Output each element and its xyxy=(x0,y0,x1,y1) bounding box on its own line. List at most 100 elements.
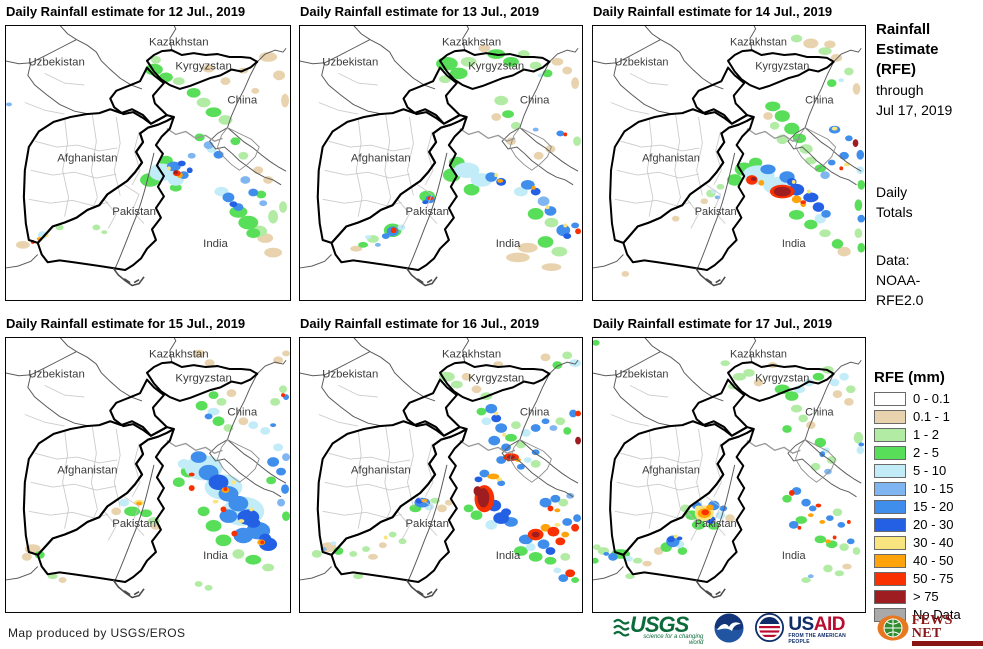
svg-text:Kyrgyzstan: Kyrgyzstan xyxy=(175,373,231,385)
legend-item: 0.1 - 1 xyxy=(874,409,982,424)
svg-text:Uzbekistan: Uzbekistan xyxy=(322,57,378,69)
legend-swatch xyxy=(874,499,906,514)
svg-text:China: China xyxy=(520,95,550,107)
fewsnet-globe-icon xyxy=(877,615,909,646)
legend-item: 5 - 10 xyxy=(874,463,982,478)
legend-item: 20 - 30 xyxy=(874,517,982,532)
rainfall-map: Kazakhstan Uzbekistan Kyrgyzstan China Afgha… xyxy=(299,337,583,613)
sidebar-data-source: Data: NOAA- RFE2.0 xyxy=(876,250,982,310)
legend-items: 0 - 0.1 0.1 - 1 1 - 2 2 - 5 5 - 10 10 - 15 15 … xyxy=(874,391,982,622)
svg-text:India: India xyxy=(782,238,807,250)
legend-item: 0 - 0.1 xyxy=(874,391,982,406)
svg-text:Uzbekistan: Uzbekistan xyxy=(614,57,668,69)
usaid-seal-icon xyxy=(755,612,785,647)
fewsnet-wordmark: FEWS NET xyxy=(911,613,953,641)
svg-text:Pakistan: Pakistan xyxy=(695,518,737,530)
panel-title: Daily Rainfall estimate for 16 Jul., 201… xyxy=(300,316,540,331)
svg-text:Pakistan: Pakistan xyxy=(695,206,737,218)
svg-text:Kyrgyzstan: Kyrgyzstan xyxy=(175,61,231,73)
sidebar-daily-totals: Daily Totals xyxy=(876,182,982,222)
legend-label: 30 - 40 xyxy=(913,535,954,550)
noaa-logo xyxy=(714,613,744,648)
rainfall-map: Kazakhstan Uzbekistan Kyrgyzstan China Afgha… xyxy=(5,25,291,301)
svg-text:China: China xyxy=(227,95,258,107)
usgs-tagline: science for a changing world xyxy=(643,633,704,646)
rainfall-map: Kazakhstan Uzbekistan Kyrgyzstan China Afgha… xyxy=(592,25,866,301)
svg-text:Uzbekistan: Uzbekistan xyxy=(28,369,84,381)
svg-text:Pakistan: Pakistan xyxy=(112,206,156,218)
svg-text:Kazakhstan: Kazakhstan xyxy=(149,348,209,360)
svg-text:Kyrgyzstan: Kyrgyzstan xyxy=(468,373,524,385)
svg-text:China: China xyxy=(520,407,550,419)
usaid-tagline: FROM THE AMERICAN PEOPLE xyxy=(788,632,846,645)
map-credit: Map produced by USGS/EROS xyxy=(8,626,186,640)
legend-item: 15 - 20 xyxy=(874,499,982,514)
sidebar-data-line: RFE2.0 xyxy=(876,292,924,308)
svg-text:Pakistan: Pakistan xyxy=(112,518,156,530)
legend-label: 40 - 50 xyxy=(913,553,954,568)
legend-swatch xyxy=(874,445,906,460)
legend-label: > 75 xyxy=(913,589,939,604)
sidebar-title-line: Estimate xyxy=(876,41,939,58)
svg-text:China: China xyxy=(805,94,834,106)
legend-label: 2 - 5 xyxy=(913,445,940,460)
fewsnet-logo: FEWS NET xyxy=(877,614,983,646)
usgs-waves-icon xyxy=(612,615,630,646)
legend-swatch xyxy=(874,391,906,406)
svg-text:India: India xyxy=(203,238,228,250)
legend-label: No Data xyxy=(913,607,961,622)
svg-text:Uzbekistan: Uzbekistan xyxy=(322,369,378,381)
svg-text:China: China xyxy=(805,406,834,418)
usaid-logo: USAID FROM THE AMERICAN PEOPLE xyxy=(755,612,865,647)
svg-text:Kazakhstan: Kazakhstan xyxy=(730,36,787,48)
svg-text:Pakistan: Pakistan xyxy=(405,518,448,530)
sidebar-daily-line: Totals xyxy=(876,204,913,220)
legend-swatch xyxy=(874,571,906,586)
legend-swatch xyxy=(874,553,906,568)
svg-text:India: India xyxy=(203,550,228,562)
panel-title: Daily Rainfall estimate for 14 Jul., 201… xyxy=(593,4,833,19)
svg-text:Kazakhstan: Kazakhstan xyxy=(149,36,209,48)
legend-item: 2 - 5 xyxy=(874,445,982,460)
svg-text:Afghanistan: Afghanistan xyxy=(57,465,117,477)
legend-label: 15 - 20 xyxy=(913,499,954,514)
legend-label: 5 - 10 xyxy=(913,463,947,478)
legend-label: 50 - 75 xyxy=(913,571,954,586)
fewsnet-tagline-bar xyxy=(911,641,983,646)
rainfall-map: Kazakhstan Uzbekistan Kyrgyzstan China Afgha… xyxy=(592,337,866,613)
svg-text:Kyrgyzstan: Kyrgyzstan xyxy=(755,372,809,384)
panel-title: Daily Rainfall estimate for 17 Jul., 201… xyxy=(593,316,833,331)
logo-strip: USGS science for a changing world xyxy=(612,612,983,648)
sidebar-data-line: Data: xyxy=(876,252,910,268)
legend-swatch xyxy=(874,535,906,550)
svg-text:Uzbekistan: Uzbekistan xyxy=(614,369,668,381)
sidebar-daily-line: Daily xyxy=(876,184,908,200)
rainfall-map: Kazakhstan Uzbekistan Kyrgyzstan China Afgha… xyxy=(5,337,291,613)
legend-item: 10 - 15 xyxy=(874,481,982,496)
svg-text:Afghanistan: Afghanistan xyxy=(57,153,117,165)
legend-swatch xyxy=(874,517,906,532)
svg-text:Afghanistan: Afghanistan xyxy=(642,152,700,164)
svg-text:Kazakhstan: Kazakhstan xyxy=(442,36,501,48)
svg-text:Afghanistan: Afghanistan xyxy=(351,153,411,165)
legend-item: > 75 xyxy=(874,589,982,604)
legend-item: 1 - 2 xyxy=(874,427,982,442)
legend-label: 1 - 2 xyxy=(913,427,940,442)
rainfall-map: Kazakhstan Uzbekistan Kyrgyzstan China Afgha… xyxy=(299,25,583,301)
legend-swatch xyxy=(874,409,906,424)
legend-label: 10 - 15 xyxy=(913,481,954,496)
svg-text:Kyrgyzstan: Kyrgyzstan xyxy=(755,60,809,72)
sidebar-heading: Rainfall Estimate (RFE) through Jul 17, … xyxy=(876,20,982,120)
legend-item: No Data xyxy=(874,607,982,622)
legend-title: RFE (mm) xyxy=(874,369,945,386)
panel-title: Daily Rainfall estimate for 15 Jul., 201… xyxy=(6,316,246,331)
svg-text:Kyrgyzstan: Kyrgyzstan xyxy=(468,61,524,73)
svg-text:Kazakhstan: Kazakhstan xyxy=(442,348,501,360)
svg-text:Afghanistan: Afghanistan xyxy=(351,465,411,477)
sidebar-data-line: NOAA- xyxy=(876,272,921,288)
rfe-legend: RFE (mm) 0 - 0.1 0.1 - 1 1 - 2 2 - 5 5 - 10 1… xyxy=(874,369,982,626)
svg-text:India: India xyxy=(496,238,521,250)
legend-item: 50 - 75 xyxy=(874,571,982,586)
usaid-wordmark: USAID xyxy=(788,613,845,635)
